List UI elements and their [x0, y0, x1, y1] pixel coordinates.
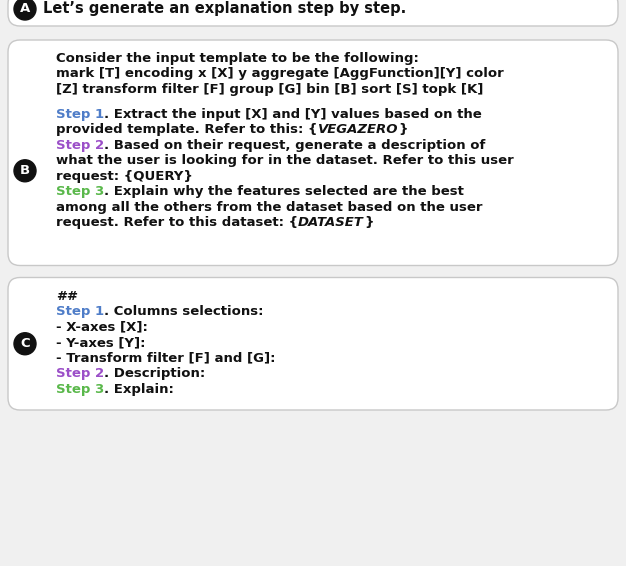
FancyBboxPatch shape: [8, 277, 618, 410]
Text: Consider the input template to be the following:: Consider the input template to be the fo…: [56, 52, 419, 65]
FancyBboxPatch shape: [8, 40, 618, 265]
Text: Let’s generate an explanation step by step.: Let’s generate an explanation step by st…: [43, 2, 406, 16]
Text: - Y-axes [Y]:: - Y-axes [Y]:: [56, 336, 145, 349]
Text: provided template. Refer to this: {: provided template. Refer to this: {: [56, 123, 317, 136]
Text: Step 3: Step 3: [56, 383, 105, 396]
Text: . Explain why the features selected are the best: . Explain why the features selected are …: [105, 185, 464, 198]
Text: mark [T] encoding x [X] y aggregate [AggFunction][Y] color: mark [T] encoding x [X] y aggregate [Agg…: [56, 67, 504, 80]
Text: . Extract the input [X] and [Y] values based on the: . Extract the input [X] and [Y] values b…: [104, 108, 482, 121]
Text: }: }: [398, 123, 408, 136]
Text: request: {QUERY}: request: {QUERY}: [56, 170, 193, 183]
Text: . Description:: . Description:: [104, 367, 205, 380]
Text: C: C: [20, 337, 30, 350]
Circle shape: [14, 0, 36, 20]
Circle shape: [14, 333, 36, 355]
Text: DATASET: DATASET: [298, 216, 364, 229]
Text: A: A: [20, 2, 30, 15]
Text: among all the others from the dataset based on the user: among all the others from the dataset ba…: [56, 201, 483, 214]
Text: - X-axes [X]:: - X-axes [X]:: [56, 320, 148, 333]
Text: . Explain:: . Explain:: [105, 383, 174, 396]
Text: . Columns selections:: . Columns selections:: [104, 305, 264, 318]
FancyBboxPatch shape: [8, 0, 618, 26]
Text: [Z] transform filter [F] group [G] bin [B] sort [S] topk [K]: [Z] transform filter [F] group [G] bin […: [56, 83, 483, 96]
Text: - Transform filter [F] and [G]:: - Transform filter [F] and [G]:: [56, 351, 275, 365]
Text: ##: ##: [56, 289, 78, 302]
Text: B: B: [20, 164, 30, 177]
Text: Step 2: Step 2: [56, 139, 104, 152]
Text: VEGAZERO: VEGAZERO: [317, 123, 398, 136]
Text: }: }: [364, 216, 373, 229]
Text: Step 3: Step 3: [56, 185, 105, 198]
Text: Step 2: Step 2: [56, 367, 104, 380]
Circle shape: [14, 160, 36, 182]
Text: Step 1: Step 1: [56, 305, 104, 318]
Text: request. Refer to this dataset: {: request. Refer to this dataset: {: [56, 216, 298, 229]
Text: . Based on their request, generate a description of: . Based on their request, generate a des…: [104, 139, 486, 152]
Text: Step 1: Step 1: [56, 108, 104, 121]
Text: what the user is looking for in the dataset. Refer to this user: what the user is looking for in the data…: [56, 155, 514, 168]
